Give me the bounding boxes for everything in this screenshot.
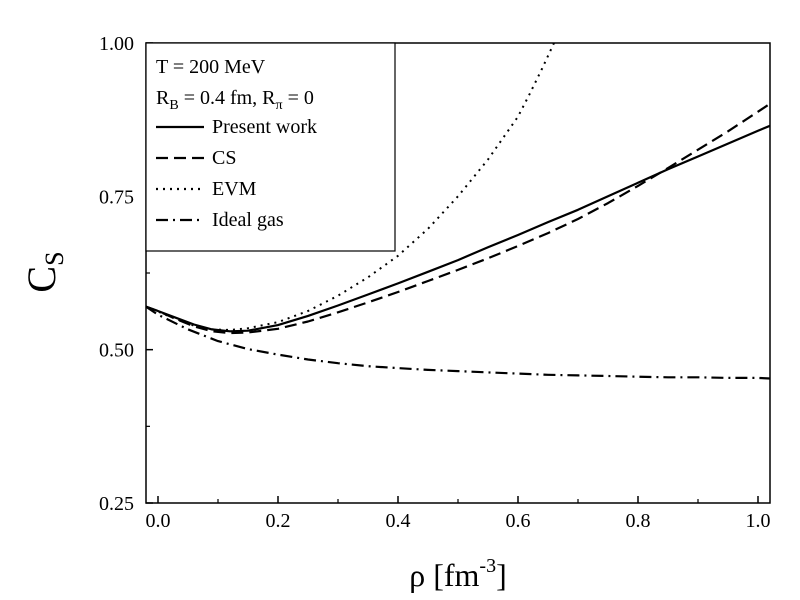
x-tick-label: 0.6	[506, 510, 531, 532]
x-tick-label: 0.0	[146, 510, 171, 532]
legend-label: Ideal gas	[212, 209, 284, 231]
x-tick-label: 0.8	[626, 510, 651, 532]
annotation-temperature: T = 200 MeV	[156, 56, 266, 78]
y-tick-label: 1.00	[99, 33, 134, 55]
legend-label: Present work	[212, 116, 317, 138]
y-tick-label: 0.25	[99, 493, 134, 515]
y-axis-label: CS	[19, 251, 69, 292]
data-series	[145, 42, 771, 380]
annotation-radii: RB = 0.4 fm, Rπ = 0	[156, 87, 314, 113]
x-tick-label: 0.4	[386, 510, 411, 532]
series-cs	[145, 102, 771, 335]
legend-box	[145, 42, 396, 252]
x-tick-label: 0.2	[266, 510, 291, 532]
legend-label: CS	[212, 147, 236, 169]
x-tick-label: 1.0	[746, 510, 771, 532]
y-tick-label: 0.50	[99, 340, 134, 362]
legend-label: EVM	[212, 178, 257, 200]
axis-ticks: 0.0 0.2 0.4 0.6 0.8 1.0 0.25 0.50 0.75 1.00	[99, 33, 771, 532]
x-axis-label: ρ [fm-3]	[409, 555, 507, 593]
y-tick-label: 0.75	[99, 186, 134, 208]
series-ideal-gas	[145, 305, 771, 380]
legend-entries: Present work CS EVM Ideal gas	[156, 116, 317, 231]
